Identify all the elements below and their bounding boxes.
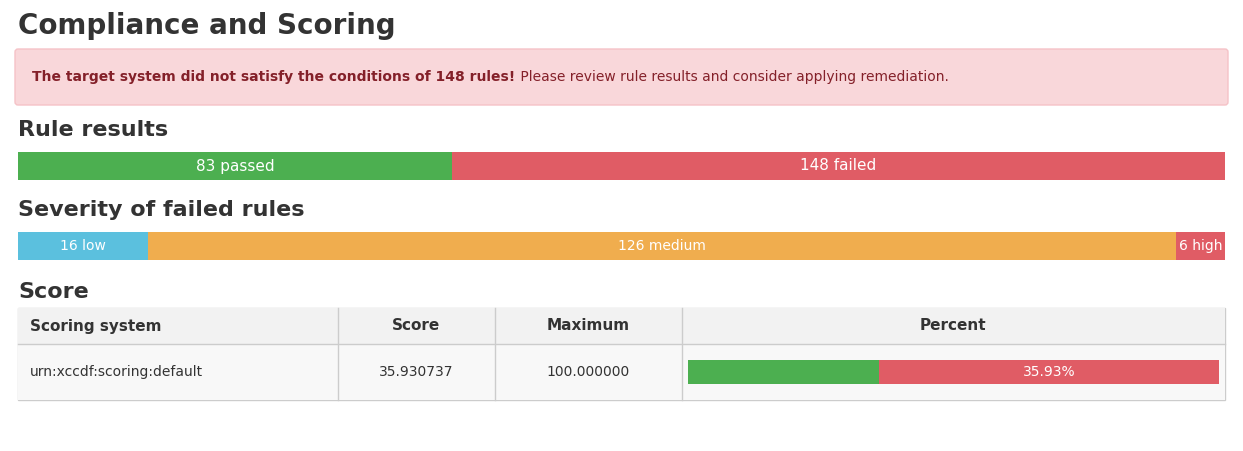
Text: Scoring system: Scoring system	[30, 318, 162, 333]
Text: Maximum: Maximum	[547, 318, 630, 333]
Text: The target system did not satisfy the conditions of 148 rules!: The target system did not satisfy the co…	[32, 70, 516, 84]
FancyBboxPatch shape	[15, 49, 1228, 105]
Bar	[17, 344, 1226, 400]
Bar	[451, 152, 1226, 180]
Bar	[17, 308, 1226, 344]
Text: 100.000000: 100.000000	[547, 365, 630, 379]
Text: Rule results: Rule results	[17, 120, 168, 140]
Text: Score: Score	[17, 282, 88, 302]
Text: 35.930737: 35.930737	[379, 365, 454, 379]
Text: Score: Score	[393, 318, 440, 333]
Bar	[17, 232, 148, 260]
Text: 83 passed: 83 passed	[195, 158, 275, 174]
Bar	[879, 360, 1219, 384]
Text: 148 failed: 148 failed	[800, 158, 876, 174]
Bar	[17, 152, 451, 180]
Text: Please review rule results and consider applying remediation.: Please review rule results and consider …	[516, 70, 950, 84]
Bar	[148, 232, 1176, 260]
Text: Compliance and Scoring: Compliance and Scoring	[17, 12, 395, 40]
Text: Severity of failed rules: Severity of failed rules	[17, 200, 305, 220]
Bar	[17, 308, 1226, 400]
Text: 126 medium: 126 medium	[618, 239, 706, 253]
Text: 35.93%: 35.93%	[1023, 365, 1075, 379]
Text: Percent: Percent	[920, 318, 987, 333]
Bar	[687, 360, 879, 384]
Text: urn:xccdf:scoring:default: urn:xccdf:scoring:default	[30, 365, 203, 379]
Bar	[1176, 232, 1226, 260]
Text: 16 low: 16 low	[61, 239, 106, 253]
Text: 6 high: 6 high	[1178, 239, 1222, 253]
